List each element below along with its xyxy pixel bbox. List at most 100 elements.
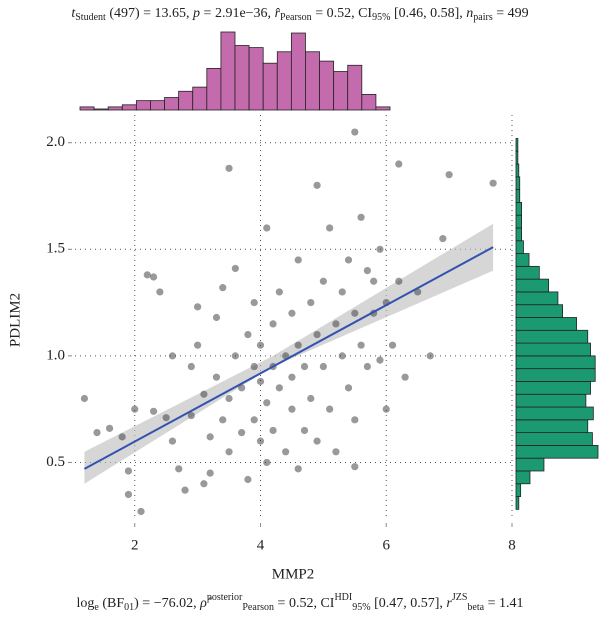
point [326, 405, 334, 413]
point [256, 437, 265, 445]
point [181, 486, 189, 494]
histogram-bar [515, 163, 520, 178]
histogram-bar [248, 47, 264, 111]
point [294, 256, 302, 264]
point [338, 288, 346, 296]
histogram-bar [150, 100, 165, 111]
histogram-bar [135, 100, 151, 111]
point [357, 213, 365, 221]
point [244, 475, 252, 484]
point [445, 171, 453, 179]
point [212, 373, 221, 381]
histogram-bar [515, 317, 577, 331]
point [288, 309, 296, 317]
point [225, 164, 233, 172]
text-part: 01 [124, 602, 134, 613]
histogram-bar [178, 90, 194, 111]
point [357, 341, 365, 349]
y-tick-label: 0.5 [46, 454, 65, 470]
text-part: = 2.91e−36, [200, 6, 275, 21]
histogram-bar [515, 368, 596, 382]
histogram-bar [333, 71, 349, 111]
point [332, 448, 340, 456]
point [200, 390, 208, 398]
histogram-bar [206, 68, 222, 111]
point [187, 411, 195, 420]
point [206, 469, 214, 477]
point [395, 277, 403, 285]
text-part: p [192, 6, 200, 21]
point [80, 394, 89, 403]
point [219, 416, 227, 424]
point [282, 448, 290, 456]
histogram-bar [515, 189, 521, 203]
text-part: = 0.52, CI [312, 6, 373, 21]
histogram-bar [515, 240, 524, 254]
point [168, 352, 177, 360]
histogram-bar [361, 94, 377, 111]
point [131, 405, 139, 413]
point [401, 373, 409, 381]
point [338, 352, 346, 360]
point [194, 303, 202, 311]
confidence-band [84, 223, 494, 484]
point [388, 341, 397, 349]
histogram-bar [93, 108, 109, 111]
point [288, 405, 296, 413]
histogram-bar [515, 304, 563, 318]
text-part: Pearson [242, 602, 274, 613]
text-part: [0.47, 0.57], [371, 596, 447, 611]
point [300, 426, 309, 435]
y-tick-label: 1.5 [46, 241, 65, 257]
point [395, 160, 403, 168]
point [319, 277, 327, 285]
point [168, 437, 177, 445]
histogram-bar [276, 51, 292, 111]
point [250, 416, 258, 424]
point [118, 433, 126, 441]
histogram-bar [220, 31, 236, 111]
regression-line [83, 246, 494, 470]
text-part: posterior [207, 592, 243, 603]
point [363, 362, 371, 371]
point [288, 373, 296, 381]
point [93, 429, 101, 437]
point [244, 330, 252, 339]
text-part: (BF [99, 596, 125, 611]
text-part: ) = −76.02, [134, 596, 200, 611]
text-part: e [94, 602, 99, 613]
point [225, 394, 233, 403]
point [200, 480, 208, 488]
point [124, 467, 133, 475]
x-tick-label: 6 [382, 537, 390, 553]
point [489, 179, 497, 187]
point [344, 256, 353, 264]
histogram-bar [515, 355, 596, 370]
point [175, 465, 183, 473]
point [143, 271, 151, 279]
point [307, 298, 315, 307]
point [263, 224, 271, 232]
point [319, 362, 327, 371]
point [269, 320, 277, 328]
text-part: JZS [452, 592, 468, 603]
histogram-bar [515, 278, 550, 293]
text-part: Student [75, 12, 106, 23]
histogram-bar [515, 253, 530, 267]
point [206, 433, 214, 441]
point [382, 405, 390, 413]
point [225, 448, 233, 456]
histogram-bar [515, 444, 599, 459]
histogram-bar [515, 329, 589, 344]
y-tick-label: 1.0 [46, 347, 65, 363]
text-part: r̂ [275, 6, 281, 21]
point [269, 426, 277, 435]
histogram-bar [515, 265, 540, 280]
text-part: = 0.52, CI [274, 596, 335, 611]
point [275, 288, 283, 296]
point [256, 341, 265, 349]
point [313, 181, 321, 189]
point [263, 399, 271, 407]
histogram-bar [515, 393, 587, 408]
